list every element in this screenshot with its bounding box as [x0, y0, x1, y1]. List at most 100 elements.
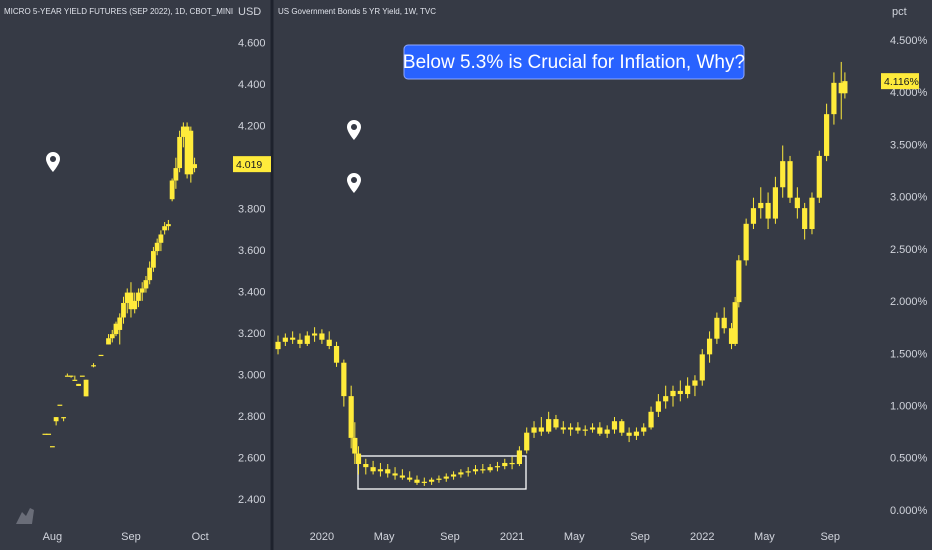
candle-body — [465, 471, 471, 473]
candle-body — [597, 427, 603, 434]
candle-body — [98, 354, 104, 357]
candle-body — [355, 453, 362, 465]
candle-body — [641, 427, 647, 432]
candle-body — [147, 267, 153, 281]
candle-body — [79, 375, 85, 377]
candle-body — [487, 467, 493, 471]
pin-icons — [46, 120, 361, 193]
last-price-label: 4.116% — [884, 76, 919, 88]
x-tick-label: May — [564, 531, 585, 543]
candle-body — [780, 161, 786, 188]
candle-body — [677, 390, 683, 395]
candle-body — [113, 323, 119, 335]
candle-body — [772, 187, 779, 219]
candle-body — [57, 404, 63, 406]
last-price-tag — [881, 73, 919, 90]
candle-body — [611, 421, 618, 430]
candle-body — [546, 419, 552, 432]
candle-body — [831, 82, 837, 115]
candle-body — [429, 479, 435, 482]
candle-body — [109, 334, 115, 339]
candle-body — [794, 197, 800, 209]
candle-body — [188, 130, 194, 175]
candle-body — [363, 464, 369, 468]
candle-body — [407, 477, 413, 480]
candle-body — [319, 333, 325, 340]
candle-body — [352, 437, 358, 454]
candle-body — [560, 427, 566, 430]
x-tick-label: Oct — [192, 531, 209, 543]
candle-body — [68, 375, 74, 377]
y-tick-label: 2.000% — [890, 296, 928, 308]
candle-body — [341, 362, 347, 397]
annotation: Below 5.3% is Crucial for Inflation, Why… — [403, 52, 745, 73]
candle-body — [765, 202, 771, 219]
candle-body — [648, 411, 654, 428]
x-tick-label: Sep — [121, 531, 141, 543]
x-tick-label: May — [754, 531, 775, 543]
candle-body — [421, 481, 427, 483]
candle-body — [385, 469, 391, 474]
candle-body — [458, 472, 464, 475]
candle-body — [802, 208, 808, 230]
candle-body — [414, 479, 420, 483]
candle-body — [124, 292, 130, 303]
candle-body — [633, 431, 640, 436]
x-tick-label: Sep — [440, 531, 460, 543]
candle-body — [750, 208, 757, 224]
axis-unit: USD — [238, 6, 261, 18]
candle-body — [626, 432, 632, 436]
y-tick-label: 3.000 — [238, 369, 266, 381]
candle-body — [184, 126, 190, 175]
axis-unit: pct — [892, 6, 907, 18]
candle-body — [399, 475, 405, 478]
candle-body — [192, 164, 197, 169]
candle-body — [392, 473, 398, 476]
candle-body — [575, 427, 581, 431]
candle-body — [53, 417, 59, 422]
candle-body — [348, 396, 354, 438]
y-tick-label: 2.400 — [238, 494, 266, 506]
candle-body — [370, 467, 376, 472]
candle-body — [685, 385, 691, 395]
candle-body — [538, 427, 544, 432]
candle-body — [728, 328, 735, 344]
candle-body — [282, 337, 288, 342]
candle-body — [169, 180, 175, 200]
candle-body — [180, 126, 186, 137]
candle-body — [699, 354, 705, 381]
last-price-label: 4.019 — [236, 159, 262, 171]
candle-body — [173, 168, 179, 181]
candle-body — [582, 429, 588, 431]
candle-body — [516, 450, 522, 465]
candle-body — [743, 223, 749, 261]
candle-body — [531, 427, 537, 433]
y-tick-label: 1.000% — [890, 400, 928, 412]
candle-body — [72, 379, 78, 381]
candle-body — [842, 81, 848, 94]
x-tick-label: 2021 — [500, 531, 524, 543]
candle-body — [502, 462, 508, 467]
y-tick-label: 4.500% — [890, 35, 928, 47]
y-tick-label: 2.800 — [238, 411, 266, 423]
candle-body — [377, 469, 384, 472]
y-tick-label: 3.800 — [238, 203, 266, 215]
candle-body — [472, 469, 479, 472]
candle-body — [297, 339, 303, 344]
candle-body — [732, 302, 738, 344]
x-tick-label: 2020 — [310, 531, 334, 543]
candle-body — [165, 224, 171, 227]
candle-body — [117, 317, 123, 330]
candle-body — [692, 380, 698, 386]
candle-body — [91, 365, 96, 367]
candle-body — [604, 429, 610, 434]
candle-body — [177, 136, 183, 169]
candle-body — [162, 226, 168, 231]
y-tick-label: 3.200 — [238, 328, 266, 340]
chart-title: MICRO 5-YEAR YIELD FUTURES (SEP 2022), 1… — [4, 7, 233, 16]
candle-body — [553, 419, 559, 428]
candle-body — [714, 317, 720, 339]
candle-body — [480, 469, 486, 471]
y-tick-label: 3.400 — [238, 286, 266, 298]
